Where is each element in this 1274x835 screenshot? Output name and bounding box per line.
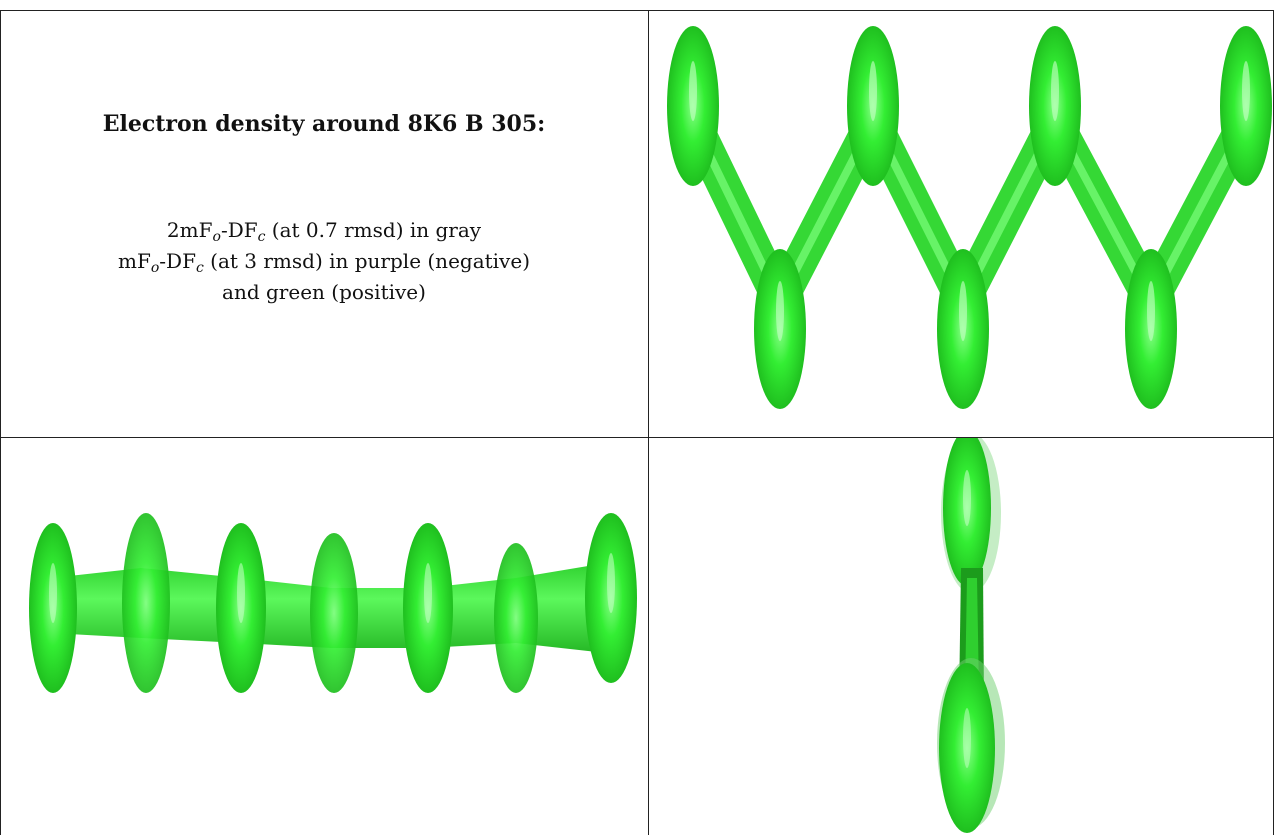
density-view-end (649, 438, 1273, 835)
density-view-zigzag (649, 11, 1273, 437)
legend-line-positive: and green (positive) (222, 280, 426, 304)
density-side-image (29, 513, 637, 693)
map-legend: 2mFo-DFc (at 0.7 rmsd) in gray mFo-DFc (… (0, 215, 648, 308)
caption-cell: Electron density around 8K6 B 305: 2mFo-… (0, 11, 648, 437)
table-border-top (0, 10, 1274, 11)
table-border-middle (648, 10, 649, 835)
density-zigzag-image (667, 26, 1272, 409)
density-view-side (1, 438, 648, 835)
density-end-image (937, 438, 1005, 833)
figure-title: Electron density around 8K6 B 305: (102, 111, 546, 137)
legend-line-fo-fc: mFo-DFc (at 3 rmsd) in purple (negative) (118, 249, 530, 276)
legend-line-2fo-fc: 2mFo-DFc (at 0.7 rmsd) in gray (166, 218, 482, 245)
table-border-row-divider (0, 437, 1274, 438)
table-border-left (0, 10, 1, 835)
